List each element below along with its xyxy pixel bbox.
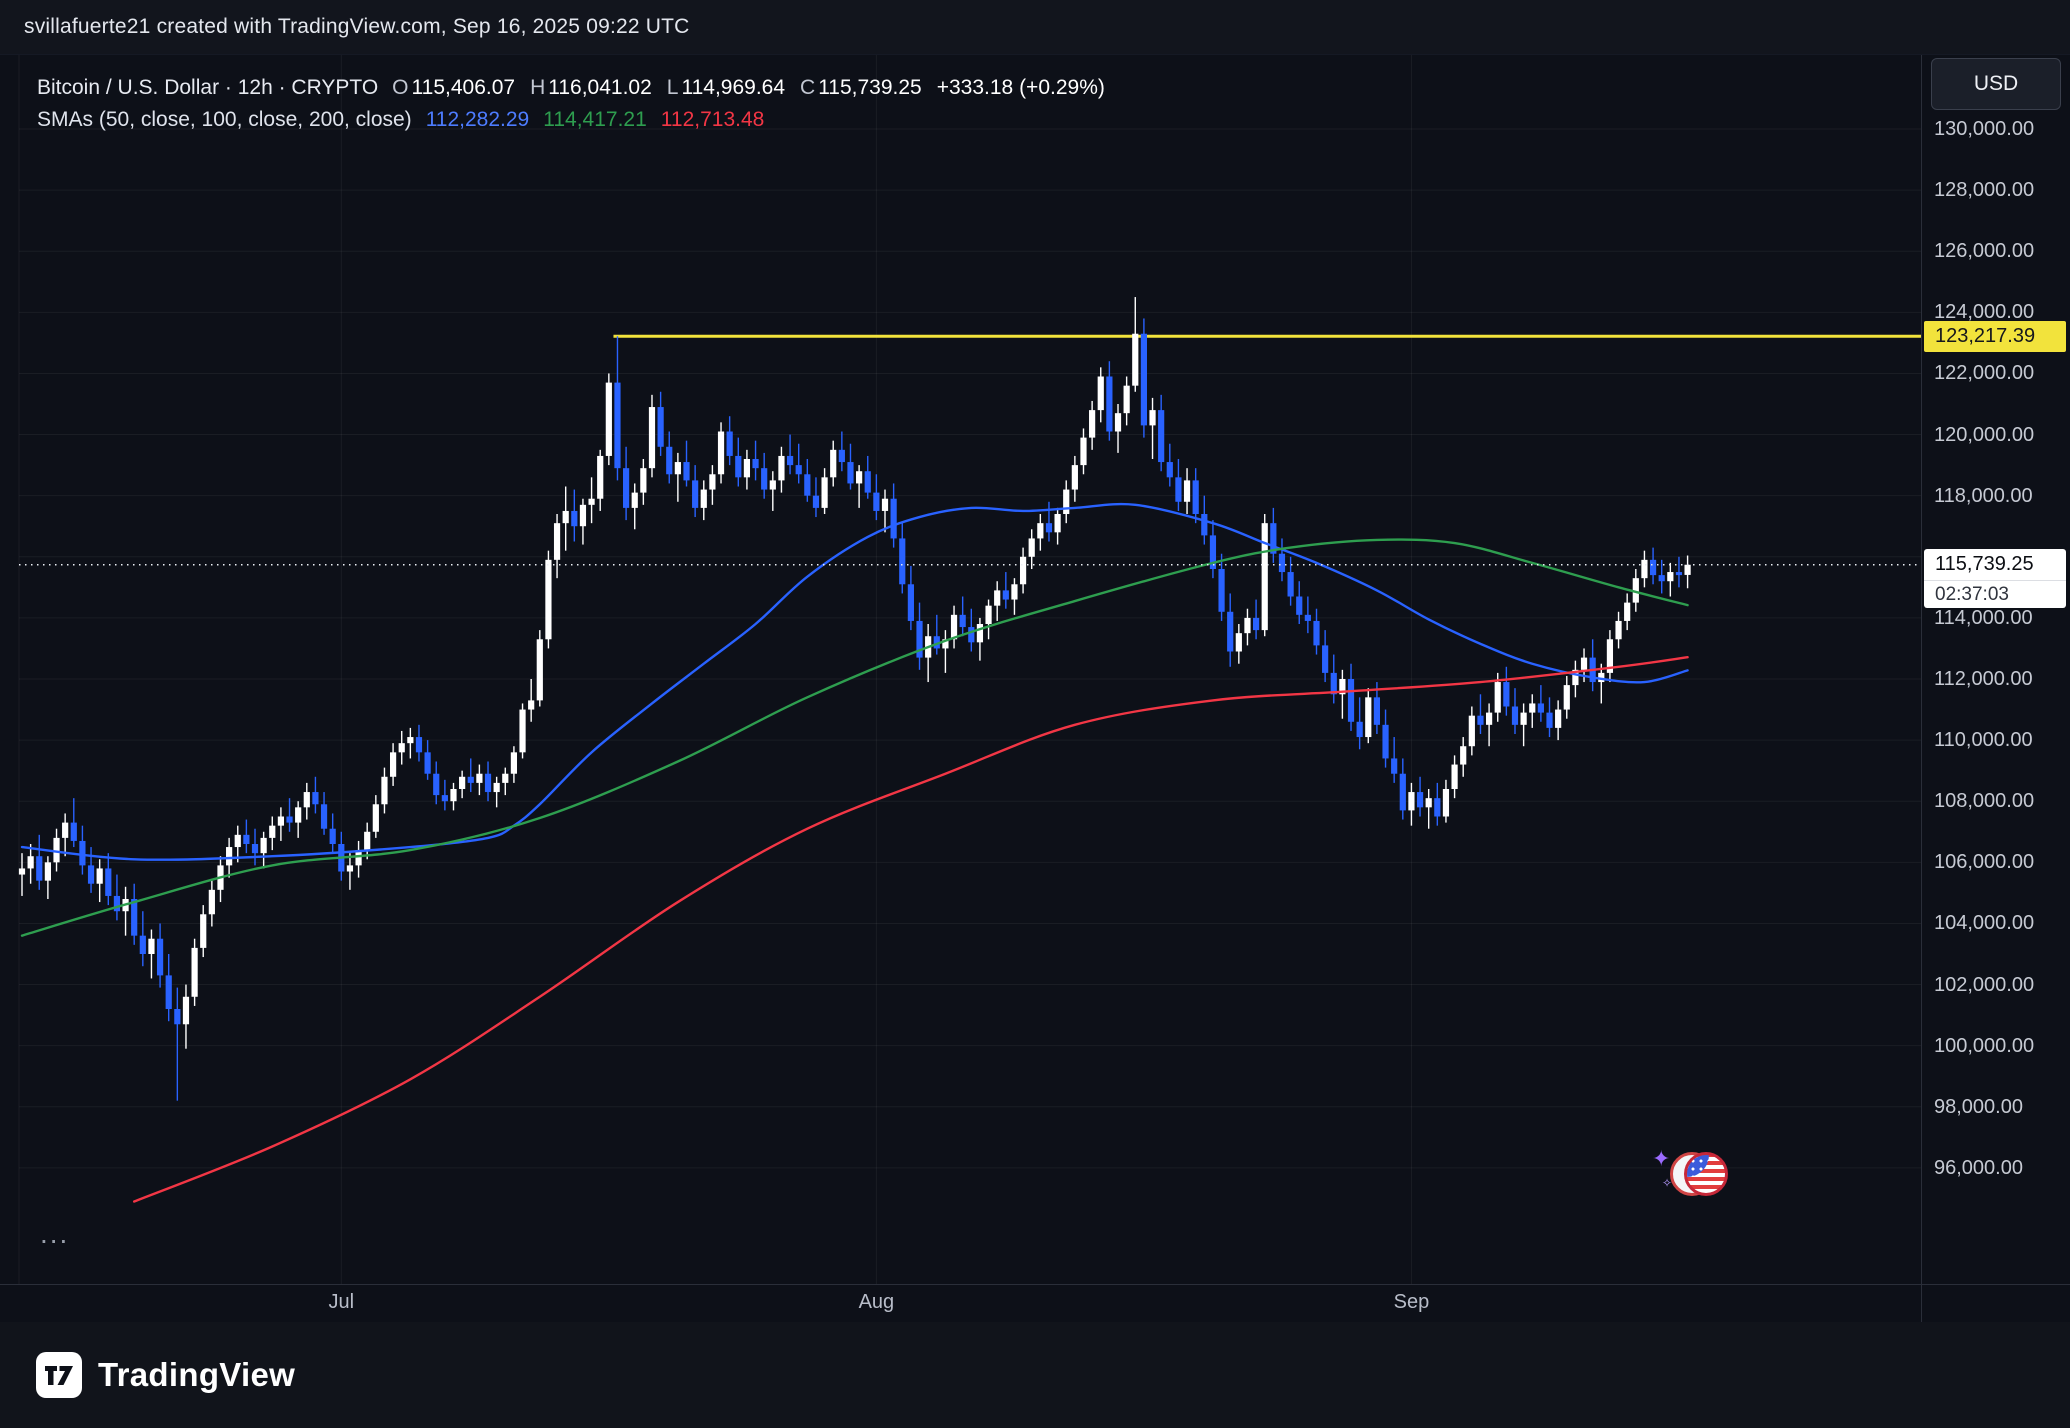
flag-circle-icon	[1684, 1152, 1728, 1196]
last-price-label: 115,739.25 02:37:03	[1924, 548, 2066, 608]
high-value: 116,041.02	[548, 76, 652, 99]
sparkle-icon	[1652, 1146, 1670, 1172]
tradingview-logo-icon	[36, 1352, 82, 1398]
bar-countdown: 02:37:03	[1924, 579, 2066, 608]
close-label: C	[800, 76, 816, 99]
low-value: 114,969.64	[681, 76, 786, 99]
time-axis-label: Jul	[328, 1291, 355, 1313]
low-label: L	[666, 76, 679, 99]
price-axis-label: 118,000.00	[1934, 484, 2033, 507]
attribution-bar: svillafuerte21 created with TradingView.…	[0, 0, 2070, 55]
price-axis-label: 108,000.00	[1934, 790, 2035, 813]
attribution-text: svillafuerte21 created with TradingView.…	[24, 15, 690, 38]
tradingview-logo[interactable]: TradingView	[36, 1352, 295, 1398]
low-readout: L 114,969.64	[667, 72, 785, 106]
price-axis-label: 128,000.00	[1934, 179, 2035, 202]
sma-indicator-label[interactable]: SMAs (50, close, 100, close, 200, close)	[37, 108, 412, 131]
tradingview-logo-text: TradingView	[98, 1356, 296, 1393]
last-price-value: 115,739.25	[1935, 552, 2034, 575]
price-axis-label: 104,000.00	[1934, 912, 2035, 935]
ohlc-readout: O 115,406.07 H 116,041.02 L 114,969.64 C 115…	[392, 72, 1105, 106]
price-axis-label: 102,000.00	[1934, 973, 2035, 996]
price-axis-label: 98,000.00	[1934, 1095, 2023, 1118]
symbol-legend-row: Bitcoin / U.S. Dollar · 12h · CRYPTO O 11…	[37, 72, 1105, 104]
sma100-value: 114,417.21	[543, 108, 647, 131]
price-axis[interactable]: USD 130,000.00 128,000.00 126,000.00 124,00…	[1922, 0, 2070, 1428]
sma50-value: 112,282.29	[425, 108, 530, 131]
footer: TradingView	[0, 1322, 2070, 1428]
price-axis-label: 130,000.00	[1934, 118, 2035, 140]
close-value: 115,739.25	[818, 76, 922, 99]
symbol-title[interactable]: Bitcoin / U.S. Dollar · 12h · CRYPTO	[37, 76, 379, 99]
indicator-legend-row: SMAs (50, close, 100, close, 200, close)…	[37, 104, 1105, 136]
close-readout: C 115,739.25	[800, 72, 922, 106]
price-axis-label: 96,000.00	[1934, 1156, 2023, 1179]
price-axis-label: 114,000.00	[1934, 606, 2033, 629]
high-label: H	[530, 76, 546, 99]
usa-flag-sticker	[1652, 1144, 1736, 1206]
legend: Bitcoin / U.S. Dollar · 12h · CRYPTO O 11…	[37, 72, 1105, 136]
price-axis-label: 100,000.00	[1934, 1034, 2035, 1057]
change-value: +333.18 (+0.29%)	[936, 76, 1105, 99]
price-axis-label: 124,000.00	[1934, 301, 2035, 324]
open-label: O	[392, 76, 409, 99]
price-axis-label: 126,000.00	[1934, 240, 2035, 263]
price-axis-label: 106,000.00	[1934, 851, 2035, 874]
currency-toggle-button[interactable]: USD	[1931, 58, 2061, 110]
price-axis-label: 122,000.00	[1934, 362, 2035, 385]
price-axis-label: 120,000.00	[1934, 423, 2035, 446]
drawing-price-label[interactable]: 123,217.39	[1924, 321, 2066, 353]
open-value: 115,406.07	[411, 76, 516, 99]
time-axis-label: Sep	[1393, 1291, 1430, 1313]
flag-canton	[1687, 1155, 1710, 1178]
sma200-value: 112,713.48	[660, 108, 765, 131]
high-readout: H 116,041.02	[530, 72, 652, 106]
price-axis-label: 110,000.00	[1934, 729, 2033, 752]
price-axis-label: 112,000.00	[1934, 667, 2033, 690]
open-readout: O 115,406.07	[392, 72, 515, 106]
more-indicator[interactable]: ...	[40, 1218, 70, 1249]
time-axis[interactable]: Jul Aug Sep	[0, 1285, 1921, 1323]
time-axis-label: Aug	[858, 1291, 895, 1313]
